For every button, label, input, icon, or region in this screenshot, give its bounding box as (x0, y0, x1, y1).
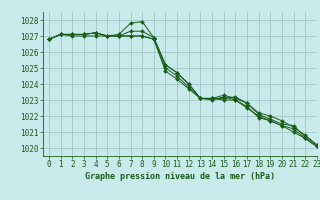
X-axis label: Graphe pression niveau de la mer (hPa): Graphe pression niveau de la mer (hPa) (85, 172, 275, 181)
